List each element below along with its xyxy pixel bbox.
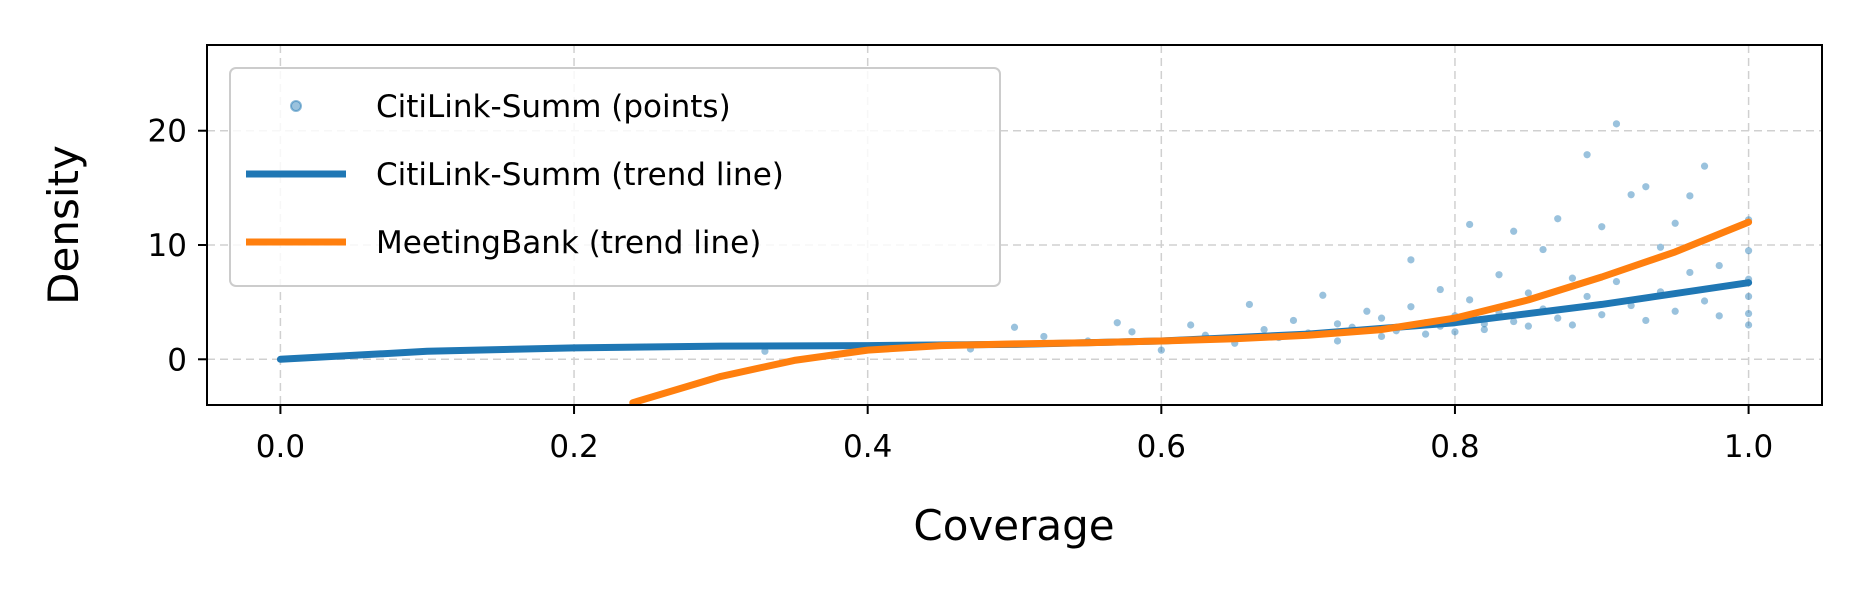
scatter-point (1686, 268, 1694, 277)
scatter-point (1363, 307, 1371, 315)
x-tick-label: 1.0 (1724, 429, 1773, 465)
y-axis: 0 10 20 (148, 114, 207, 378)
scatter-point (1583, 151, 1591, 159)
scatter-point (1700, 297, 1709, 305)
scatter-point (1040, 332, 1048, 341)
scatter-point (1377, 314, 1386, 322)
scatter-point (1715, 261, 1723, 270)
scatter-point (1627, 191, 1635, 199)
scatter-point (1245, 300, 1254, 309)
scatter-point (1686, 192, 1694, 200)
scatter-point (1642, 183, 1650, 191)
scatter-point (1598, 311, 1606, 319)
scatter-point (1612, 277, 1621, 286)
y-axis-label: Density (39, 145, 88, 305)
trend-line (629, 218, 1753, 405)
scatter-point (1568, 321, 1577, 329)
legend-label: MeetingBank (trend line) (376, 225, 761, 261)
scatter-point (1157, 346, 1165, 354)
scatter-point (1407, 256, 1415, 264)
scatter-point (1495, 271, 1503, 279)
scatter-point (1010, 323, 1019, 331)
scatter-point (1421, 330, 1430, 338)
scatter-point (1744, 292, 1753, 301)
x-tick-label: 0.0 (256, 429, 305, 465)
scatter-point (1480, 325, 1488, 334)
scatter-point (1554, 314, 1562, 322)
legend-label: CitiLink-Summ (trend line) (376, 157, 784, 193)
scatter-point (1466, 220, 1474, 229)
plot-frame (206, 44, 1823, 406)
scatter-point (1128, 328, 1136, 336)
scatter-point (1451, 328, 1459, 336)
scatter-point (1744, 247, 1753, 255)
scatter-point (1510, 227, 1518, 235)
legend-label: CitiLink-Summ (points) (376, 89, 731, 125)
scatter-point (1510, 317, 1518, 326)
legend-marker-points (290, 100, 302, 112)
scatter-point (1744, 309, 1753, 318)
y-tick-label: 0 (167, 342, 187, 378)
scatter-point (1554, 215, 1562, 223)
scatter-point (1583, 292, 1591, 301)
scatter-point (1333, 337, 1342, 345)
scatter-point (1333, 320, 1342, 328)
scatter-point (1319, 291, 1327, 299)
scatter-point (1377, 332, 1386, 341)
legend-box (229, 67, 1001, 287)
scatter-point (1671, 219, 1679, 227)
y-tick-label: 20 (148, 114, 187, 150)
scatter-point (1539, 245, 1547, 254)
scatter-point (1642, 316, 1650, 325)
scatter-point (1598, 223, 1606, 231)
x-axis-label: Coverage (913, 501, 1114, 550)
scatter-point (1436, 285, 1444, 294)
x-tick-label: 0.2 (549, 429, 598, 465)
scatter-point (1700, 162, 1709, 170)
x-tick-label: 0.8 (1430, 429, 1479, 465)
scatter-point (1612, 120, 1621, 128)
scatter-point (1260, 325, 1268, 334)
plot-area (276, 120, 1753, 405)
scatter-point (1524, 322, 1532, 330)
y-tick-label: 10 (148, 228, 187, 264)
scatter-point (1524, 289, 1532, 297)
scatter-point (1466, 296, 1474, 304)
scatter-point (1715, 312, 1723, 320)
scatter-point (761, 347, 769, 355)
x-tick-label: 0.4 (843, 429, 892, 465)
scatter-point (1289, 316, 1298, 325)
scatter-point (1187, 321, 1195, 329)
x-tick-label: 0.6 (1137, 429, 1186, 465)
scatter-point (1113, 319, 1121, 327)
scatter-point (1407, 303, 1415, 311)
scatter-point (1744, 321, 1753, 329)
scatter-point (1656, 243, 1665, 251)
scatter-point (1671, 307, 1679, 315)
x-axis: 0.0 0.2 0.4 0.6 0.8 1.0 (256, 405, 1773, 465)
scatter-point (1568, 274, 1577, 282)
legend: CitiLink-Summ (points) CitiLink-Summ (tre… (229, 67, 1001, 287)
